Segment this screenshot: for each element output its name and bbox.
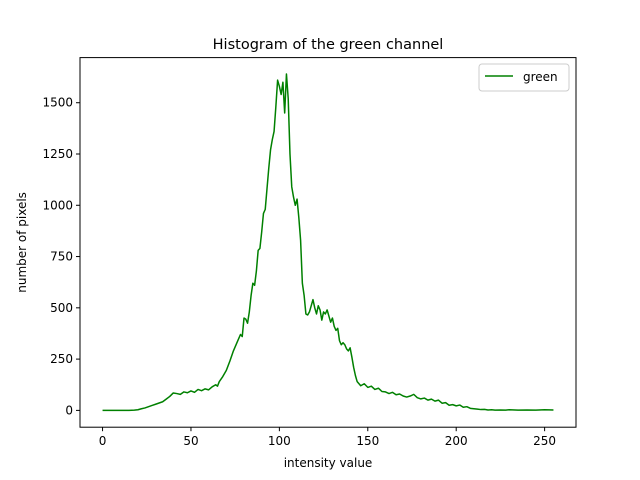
series-layer — [102, 73, 554, 412]
x-tick-label: 0 — [99, 434, 107, 448]
y-axis-label: number of pixels — [15, 192, 29, 293]
x-axis: 0 50 100 150 200 250 — [99, 427, 556, 448]
y-tick-label: 500 — [50, 301, 73, 315]
y-tick-label: 1000 — [42, 198, 73, 212]
y-axis: 0 250 500 750 1000 1250 1500 — [42, 96, 80, 417]
y-tick-label: 1250 — [42, 147, 73, 161]
x-tick-label: 50 — [183, 434, 198, 448]
legend: green — [478, 63, 570, 92]
y-tick-label: 0 — [65, 403, 73, 417]
x-tick-label: 250 — [533, 434, 556, 448]
y-tick-label: 1500 — [42, 96, 73, 110]
x-tick-label: 150 — [356, 434, 379, 448]
x-axis-label: intensity value — [284, 456, 373, 470]
chart-title: Histogram of the green channel — [213, 37, 444, 53]
legend-box — [478, 63, 570, 92]
y-tick-label: 250 — [50, 352, 73, 366]
legend-label: green — [523, 70, 558, 84]
plot-area — [79, 57, 577, 428]
y-tick-label: 750 — [50, 250, 73, 264]
x-tick-label: 200 — [445, 434, 468, 448]
series-line-green — [102, 73, 554, 412]
x-tick-label: 100 — [268, 434, 291, 448]
